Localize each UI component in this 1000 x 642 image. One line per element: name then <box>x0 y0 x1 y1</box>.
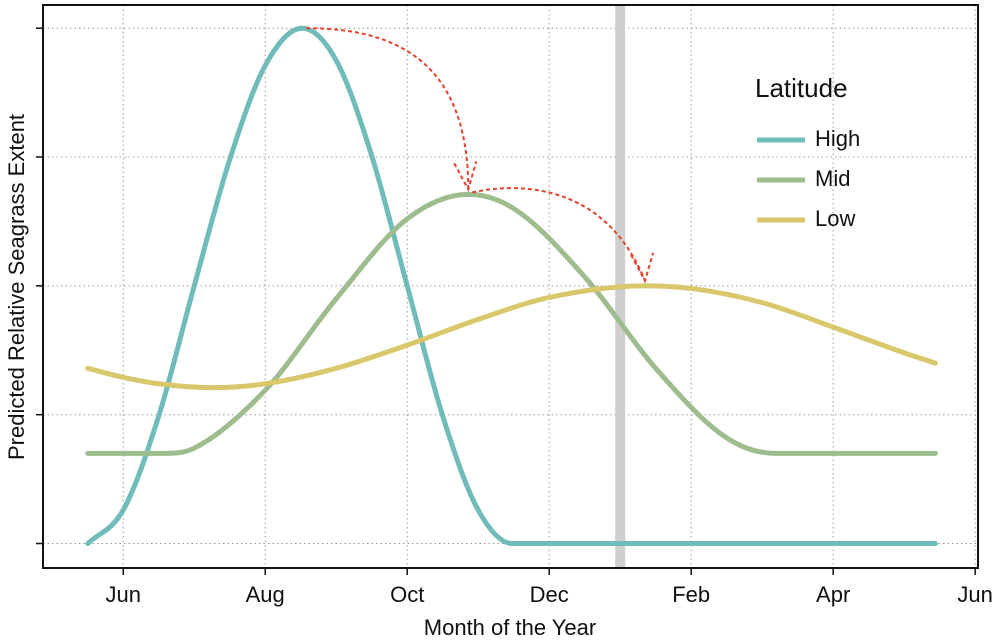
legend-label: High <box>815 126 860 151</box>
x-tick-label: Oct <box>390 582 424 607</box>
plot-frame <box>42 4 979 569</box>
arrow <box>306 27 470 190</box>
y-axis-label: Predicted Relative Seagrass Extent <box>4 114 29 460</box>
series-line <box>85 25 938 547</box>
arrow <box>472 187 646 282</box>
legend-label: Mid <box>815 166 850 191</box>
arrow-head <box>630 252 654 284</box>
series-line <box>85 283 938 391</box>
x-tick-label: Jun <box>957 582 992 607</box>
legend-label: Low <box>815 206 855 231</box>
series-line <box>85 191 938 456</box>
x-tick-label: Feb <box>672 582 710 607</box>
x-tick-label: Jun <box>105 582 140 607</box>
x-tick-label: Dec <box>530 582 569 607</box>
arrow-head <box>453 161 478 193</box>
x-axis-label: Month of the Year <box>424 615 596 640</box>
x-tick-label: Apr <box>816 582 850 607</box>
legend-title: Latitude <box>755 73 848 103</box>
x-tick-label: Aug <box>246 582 285 607</box>
